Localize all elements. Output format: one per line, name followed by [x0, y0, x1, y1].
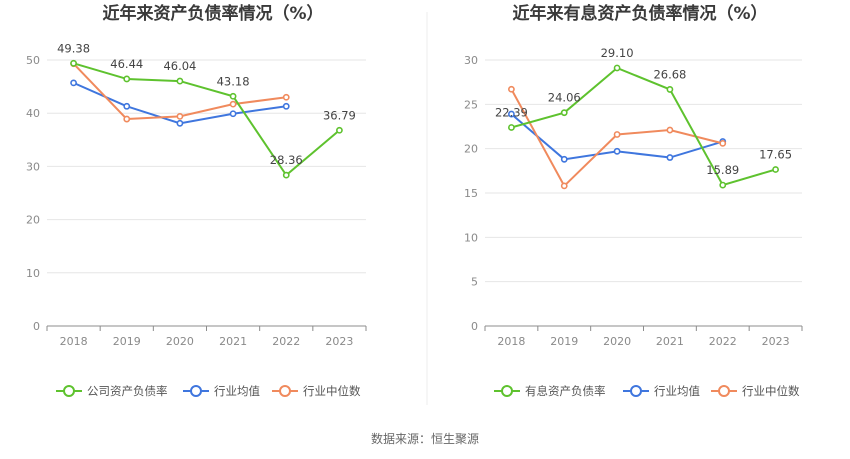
y-tick-label: 25 — [464, 98, 478, 111]
x-tick-label: 2023 — [325, 335, 353, 348]
data-label: 17.65 — [759, 148, 792, 162]
y-tick-label: 20 — [464, 143, 478, 156]
data-label: 24.06 — [548, 91, 581, 105]
data-point — [70, 59, 77, 67]
legend-marker-icon — [501, 385, 513, 397]
data-label: 43.18 — [217, 74, 250, 88]
y-tick-label: 0 — [33, 320, 40, 333]
data-point — [229, 110, 237, 118]
debt-ratio-chart: 近年来资产负债率情况（%） 0 10 20 30 40 50 2018 2019 2020 2021… — [26, 3, 367, 398]
data-label: 36.79 — [323, 108, 356, 122]
y-tick-label: 30 — [26, 160, 40, 173]
legend-label: 行业均值 — [214, 384, 260, 398]
y-tick-label: 50 — [26, 54, 40, 67]
data-point — [508, 85, 515, 93]
data-point — [282, 93, 290, 101]
data-point — [719, 181, 727, 189]
data-point — [613, 64, 621, 72]
data-point — [666, 86, 674, 93]
chart-title: 近年来有息资产负债率情况（%） — [512, 3, 767, 24]
data-point — [282, 102, 290, 110]
data-point — [176, 77, 184, 85]
y-tick-label: 15 — [464, 187, 478, 200]
series-line-0 — [73, 62, 341, 177]
data-label: 28.36 — [270, 153, 303, 167]
data-point — [560, 155, 568, 163]
legend-marker-icon — [190, 385, 202, 397]
data-point — [613, 147, 621, 155]
y-tick-label: 10 — [26, 267, 40, 280]
x-tick-label: 2021 — [656, 335, 684, 348]
data-point — [229, 92, 237, 100]
x-tick-label: 2018 — [60, 335, 88, 348]
data-point — [176, 119, 184, 127]
x-tick-label: 2022 — [272, 335, 300, 348]
x-tick-label: 2018 — [497, 335, 525, 348]
data-point — [772, 166, 779, 173]
x-tick-label: 2019 — [550, 335, 578, 348]
legend-label: 有息资产负债率 — [525, 384, 606, 398]
y-tick-label: 5 — [471, 276, 478, 289]
data-point — [613, 131, 621, 138]
legend-marker-icon — [279, 385, 291, 397]
data-label: 15.89 — [706, 163, 739, 177]
data-point — [560, 182, 568, 190]
data-label: 22.39 — [495, 105, 528, 119]
x-tick-label: 2022 — [709, 335, 737, 348]
data-label: 49.38 — [57, 41, 90, 55]
x-tick-label: 2023 — [762, 335, 790, 348]
interest-bearing-debt-ratio-chart: 近年来有息资产负债率情况（%） 0 5 10 15 20 25 30 2018 2019 2020 2… — [464, 3, 803, 398]
data-point — [719, 139, 727, 147]
legend-label: 行业均值 — [654, 384, 700, 398]
data-point — [176, 112, 184, 120]
data-point — [336, 126, 343, 134]
data-label: 46.04 — [163, 59, 196, 73]
x-tick-label: 2019 — [113, 335, 141, 348]
y-tick-label: 10 — [464, 231, 478, 244]
data-point — [560, 109, 568, 117]
data-point — [70, 79, 77, 87]
data-point — [123, 102, 131, 110]
series-line-0 — [511, 66, 776, 187]
legend-label: 行业中位数 — [303, 384, 361, 398]
chart-title: 近年来资产负债率情况（%） — [102, 3, 323, 24]
y-tick-label: 0 — [471, 320, 478, 333]
x-tick-label: 2020 — [166, 335, 194, 348]
data-point — [666, 154, 674, 161]
data-point — [123, 75, 131, 83]
data-label: 46.44 — [110, 57, 143, 71]
legend-label: 公司资产负债率 — [87, 384, 168, 398]
data-point — [229, 100, 237, 108]
data-point — [508, 110, 515, 118]
legend-label: 行业中位数 — [742, 384, 800, 398]
data-source: 数据来源：恒生聚源 — [371, 431, 479, 446]
y-tick-label: 40 — [26, 107, 40, 120]
legend-marker-icon — [718, 385, 730, 397]
data-point — [508, 124, 515, 131]
data-label: 26.68 — [653, 67, 686, 81]
data-label: 29.10 — [601, 46, 634, 60]
data-point — [282, 171, 290, 179]
y-tick-label: 20 — [26, 214, 40, 227]
legend-marker-icon — [63, 385, 75, 397]
x-tick-label: 2021 — [219, 335, 247, 348]
data-point — [123, 115, 131, 123]
data-point — [666, 126, 674, 134]
x-tick-label: 2020 — [603, 335, 631, 348]
legend-marker-icon — [630, 385, 642, 397]
y-tick-label: 30 — [464, 54, 478, 67]
